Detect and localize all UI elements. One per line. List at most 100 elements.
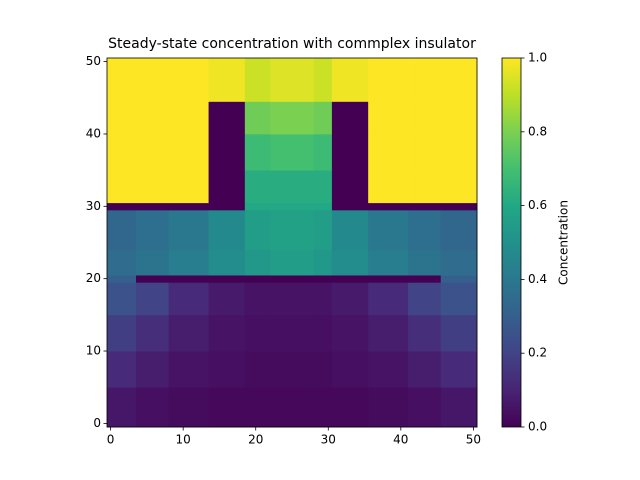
heatmap-cell — [244, 58, 271, 102]
heatmap-cell — [331, 249, 369, 276]
heatmap-cell — [292, 282, 315, 316]
heatmap-cell — [168, 101, 209, 135]
heatmap-cell — [368, 133, 409, 171]
colorbar-tick-label: 0.0 — [528, 420, 547, 434]
x-tick-label: 30 — [321, 433, 336, 447]
heatmap-cell — [408, 351, 442, 388]
heatmap-cell — [368, 58, 409, 102]
colorbar-tick-label: 0.8 — [528, 124, 547, 138]
heatmap-cell — [331, 314, 369, 352]
heatmap-cell — [168, 133, 209, 171]
heatmap-cell — [270, 209, 293, 251]
colorbar-tick-label: 0.2 — [528, 346, 547, 360]
heatmap-cell — [331, 58, 369, 102]
heatmap-cell — [244, 282, 271, 316]
y-tick-label: 40 — [86, 126, 101, 140]
heatmap-cell — [331, 275, 369, 283]
colorbar-tick-label: 0.6 — [528, 198, 547, 212]
heatmap-cell — [292, 202, 315, 211]
heatmap-cell — [368, 275, 409, 283]
y-tick-label: 50 — [86, 54, 101, 68]
heatmap-cell — [440, 202, 478, 211]
x-tick-label: 40 — [393, 433, 408, 447]
heatmap-cell — [313, 133, 333, 171]
heatmap-cell — [292, 58, 315, 102]
heatmap-cell — [408, 275, 442, 283]
heatmap-cell — [292, 101, 315, 135]
heatmap-cell — [107, 101, 137, 135]
heatmap-cell — [440, 58, 478, 102]
heatmap-cell — [440, 209, 478, 251]
heatmap-cell — [107, 170, 137, 204]
heatmap-cell — [331, 282, 369, 316]
heatmap-cell — [208, 282, 246, 316]
heatmap-cell — [331, 209, 369, 251]
heatmap-cell — [136, 202, 170, 211]
heatmap-cell — [368, 202, 409, 211]
x-tick-label: 50 — [466, 433, 481, 447]
heatmap-cell — [313, 209, 333, 251]
heatmap-cell — [408, 101, 442, 135]
heatmap-cell — [313, 101, 333, 135]
chart-title: Steady-state concentration with commplex… — [108, 36, 476, 52]
heatmap-cell — [208, 275, 246, 283]
heatmap-cell — [136, 387, 170, 428]
heatmap-cell — [313, 58, 333, 102]
heatmap-cell — [313, 351, 333, 388]
heatmap-cell — [244, 351, 271, 388]
heatmap-cell — [313, 275, 333, 283]
heatmap-cell — [331, 202, 369, 211]
heatmap-cell — [136, 133, 170, 171]
heatmap-cell — [368, 101, 409, 135]
heatmap-cell — [440, 314, 478, 352]
heatmap-cell — [331, 351, 369, 388]
heatmap-cell — [408, 209, 442, 251]
heatmap-cell — [331, 170, 369, 204]
heatmap-cell — [107, 351, 137, 388]
heatmap-cell — [270, 170, 293, 204]
heatmap-cell — [270, 133, 293, 171]
heatmap-cell — [136, 58, 170, 102]
heatmap-cell — [368, 249, 409, 276]
heatmap-cell — [292, 314, 315, 352]
heatmap-cell — [244, 209, 271, 251]
heatmap-cell — [331, 133, 369, 171]
heatmap-cell — [208, 58, 246, 102]
heatmap-cell — [331, 387, 369, 428]
heatmap-cell — [292, 209, 315, 251]
heatmap-cell — [440, 351, 478, 388]
heatmap-cell — [408, 249, 442, 276]
heatmap-cell — [208, 101, 246, 135]
heatmap-cell — [136, 101, 170, 135]
heatmap-cell — [208, 351, 246, 388]
heatmap-cell — [440, 133, 478, 171]
heatmap-cell — [107, 133, 137, 171]
heatmap-cell — [368, 351, 409, 388]
heatmap-cell — [270, 249, 293, 276]
x-tick-label: 20 — [248, 433, 263, 447]
x-tick-label: 10 — [176, 433, 191, 447]
heatmap-cell — [208, 249, 246, 276]
heatmap-cell — [313, 170, 333, 204]
heatmap-cell — [136, 249, 170, 276]
heatmap-cell — [107, 209, 137, 251]
heatmap-cell — [368, 170, 409, 204]
heatmap-cell — [408, 58, 442, 102]
heatmap-cell — [208, 314, 246, 352]
colorbar-tick-label: 1.0 — [528, 51, 547, 65]
heatmap-cell — [313, 282, 333, 316]
heatmap-cell — [107, 58, 137, 102]
heatmap-cell — [136, 170, 170, 204]
heatmap-cell — [136, 351, 170, 388]
heatmap-cell — [408, 170, 442, 204]
heatmap-cell — [244, 133, 271, 171]
heatmap-cell — [440, 275, 478, 283]
heatmap-cell — [408, 314, 442, 352]
heatmap-cell — [168, 249, 209, 276]
heatmap-cell — [270, 58, 293, 102]
heatmap-cell — [270, 351, 293, 388]
heatmap-cell — [292, 133, 315, 171]
heatmap-cell — [368, 209, 409, 251]
colorbar — [502, 58, 521, 427]
heatmap-cell — [440, 387, 478, 428]
